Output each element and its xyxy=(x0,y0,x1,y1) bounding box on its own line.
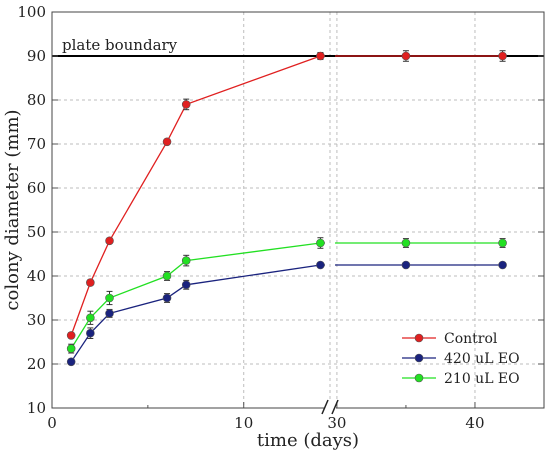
y-tick-label: 30 xyxy=(27,311,46,329)
x-tick-label: 40 xyxy=(465,414,484,432)
series-line xyxy=(70,242,321,349)
data-point xyxy=(66,357,76,367)
data-point xyxy=(181,100,191,109)
data-point xyxy=(66,344,76,353)
legend-label: 420 uL EO xyxy=(444,351,520,367)
data-point xyxy=(181,280,191,290)
x-tick-label: 30 xyxy=(327,414,346,432)
data-point xyxy=(498,260,507,270)
legend-label: 210 uL EO xyxy=(444,371,520,387)
data-point xyxy=(105,293,114,303)
x-tick-label: 10 xyxy=(234,414,253,432)
data-point xyxy=(86,313,95,323)
reference-line-group: plate boundary xyxy=(52,36,544,57)
y-tick-label: 70 xyxy=(27,135,46,153)
data-point xyxy=(181,256,191,265)
data-point xyxy=(162,293,172,303)
y-tick-label: 80 xyxy=(27,91,46,109)
data-point xyxy=(162,271,172,281)
data-point xyxy=(66,331,76,340)
axis-break-mark xyxy=(321,399,329,415)
series-line xyxy=(70,264,321,363)
legend-swatch-marker xyxy=(414,333,424,343)
axis-break-mark xyxy=(331,399,339,415)
y-tick-label: 50 xyxy=(27,223,46,241)
legend-swatch-marker xyxy=(414,373,424,383)
x-axis-title: time (days) xyxy=(257,430,359,451)
series-line xyxy=(70,55,321,336)
x-tick-label: 0 xyxy=(47,414,57,432)
data-point xyxy=(498,51,507,61)
data-point xyxy=(498,238,507,248)
y-tick-label: 40 xyxy=(27,267,46,285)
data-point xyxy=(401,260,411,270)
series-group xyxy=(66,50,507,367)
y-tick-label: 10 xyxy=(27,399,46,417)
data-point xyxy=(86,278,95,287)
y-tick-label: 90 xyxy=(27,47,46,65)
grid-lines xyxy=(52,12,544,408)
data-point xyxy=(86,328,95,338)
data-point xyxy=(105,236,114,246)
data-point xyxy=(316,260,325,270)
plot-frame xyxy=(51,11,545,409)
data-point xyxy=(401,238,411,248)
data-point xyxy=(105,309,114,318)
legend-swatch-marker xyxy=(414,353,424,363)
y-tick-label: 60 xyxy=(27,179,46,197)
legend-label: Control xyxy=(444,331,498,347)
legend: Control 420 uL EO 210 uL EO xyxy=(402,331,520,387)
y-axis-title: colony diameter (mm) xyxy=(2,109,23,310)
data-point xyxy=(316,238,325,248)
data-point xyxy=(401,51,411,61)
data-point xyxy=(316,51,325,61)
y-tick-label: 100 xyxy=(17,3,46,21)
plate-boundary-label: plate boundary xyxy=(62,36,178,54)
data-point xyxy=(162,137,172,147)
y-tick-label: 20 xyxy=(27,355,46,373)
